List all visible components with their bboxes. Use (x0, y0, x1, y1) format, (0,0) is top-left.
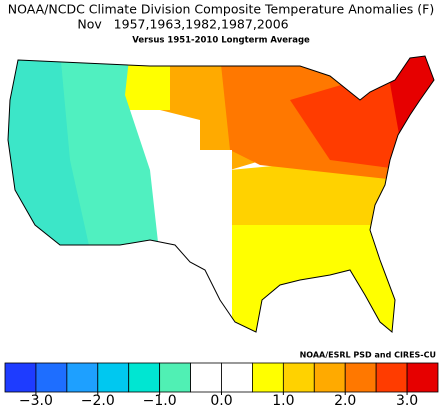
map (8, 56, 434, 332)
map-outline (7, 55, 435, 333)
color-box (190, 362, 222, 393)
tick-label: −1.0 (143, 393, 177, 406)
color-box (406, 362, 439, 393)
tick-label: 0.0 (210, 393, 232, 406)
title: NOAA/NCDC Climate Division Composite Tem… (8, 2, 434, 17)
color-box (128, 362, 161, 393)
period: Nov 1957,1963,1982,1987,2006 (77, 17, 288, 32)
colorbar: −3.0 −2.0 −1.0 0.0 1.0 2.0 3.0 (4, 362, 439, 406)
color-box (221, 362, 253, 393)
color-box (313, 362, 346, 393)
tick-label: −3.0 (19, 393, 53, 406)
color-box (375, 362, 408, 393)
color-box (282, 362, 315, 393)
tick-label: 2.0 (334, 393, 356, 406)
color-box (66, 362, 99, 393)
color-box (35, 362, 68, 393)
tick-label: 1.0 (272, 393, 294, 406)
subtitle: Versus 1951-2010 Longterm Average (132, 36, 310, 46)
color-box (344, 362, 377, 393)
tick-label: −2.0 (81, 393, 115, 406)
tick-label: 3.0 (396, 393, 418, 406)
color-box (4, 362, 37, 393)
color-box (97, 362, 130, 393)
color-box (252, 362, 284, 393)
credit: NOAA/ESRL PSD and CIRES-CU (300, 351, 436, 360)
color-box (159, 362, 191, 393)
